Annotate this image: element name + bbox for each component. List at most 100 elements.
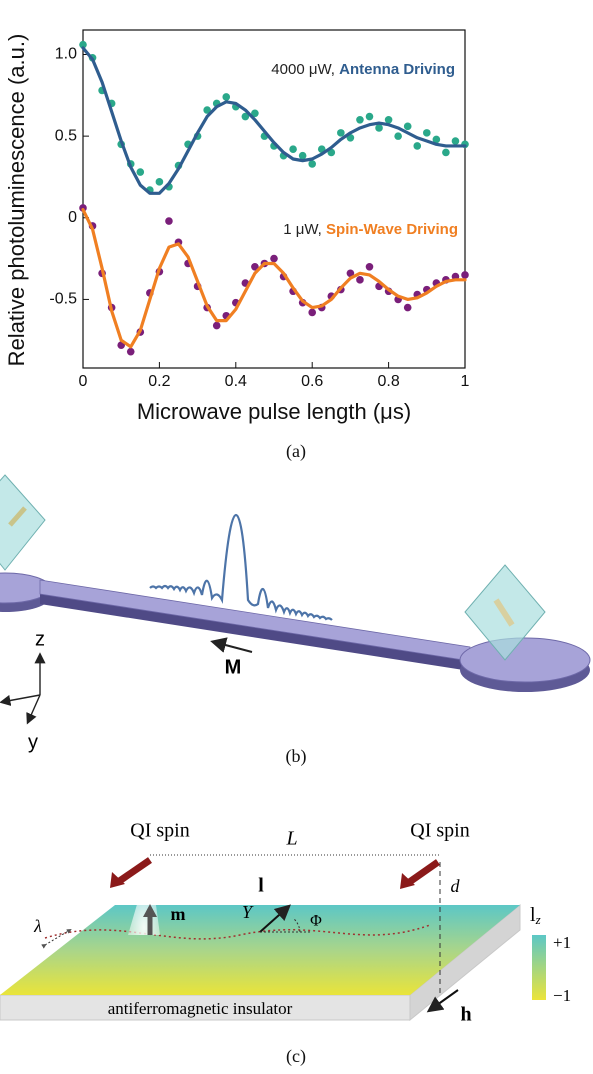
- colorbar-tick: −1: [553, 986, 571, 1005]
- data-point: [212, 321, 221, 330]
- data-point: [251, 262, 259, 271]
- data-point: [222, 93, 231, 101]
- spin-arrowhead: [110, 872, 125, 888]
- x-tick-label: 0.6: [301, 373, 323, 390]
- moment-arrowhead: [143, 904, 157, 917]
- y-tick-label: 0.5: [55, 127, 77, 144]
- data-point: [356, 276, 364, 284]
- order-arrow: [259, 904, 291, 933]
- x-axis-label: Microwave pulse length (μs): [137, 399, 411, 424]
- data-point: [241, 112, 250, 121]
- pad: [459, 637, 591, 683]
- data-point: [356, 116, 364, 124]
- m-arrow: [210, 637, 253, 653]
- wavelength-arrow: [41, 928, 72, 949]
- order-label: l: [258, 875, 264, 897]
- angle-label: Y: [242, 902, 254, 922]
- spin-arrowhead: [400, 873, 415, 889]
- colorbar-title-main: l: [530, 904, 536, 926]
- data-point: [432, 135, 441, 144]
- x-tick-label: 1: [461, 373, 470, 390]
- spin-arrow: [493, 598, 515, 627]
- panel-label: (b): [286, 746, 307, 767]
- annotation-emphasis: Antenna Driving: [339, 61, 455, 78]
- data-point: [442, 148, 450, 157]
- y-axis-label: Relative photoluminescence (a.u.): [4, 34, 29, 367]
- spin-label: QI spin: [410, 820, 469, 842]
- data-point: [270, 254, 278, 263]
- colorbar-tick: +1: [553, 933, 571, 952]
- spin-wave: [149, 513, 333, 621]
- moment-label: m: [171, 904, 186, 924]
- colorbar: [532, 935, 546, 1000]
- field-arrow: [426, 989, 459, 1013]
- annotation-text: 1 μW,: [283, 221, 322, 238]
- y-tick-label: 0: [68, 209, 77, 226]
- y-tick-label: 1.0: [55, 46, 77, 63]
- chart-a: 4000 μW, Antenna Driving 1 μW, Spin-Wave…: [4, 29, 470, 424]
- fit-line: [81, 46, 467, 195]
- strip-side: [40, 594, 470, 671]
- data-point: [423, 129, 431, 137]
- height-label: d: [451, 876, 461, 896]
- data-point: [403, 303, 412, 312]
- colorbar-title-sub: z: [535, 912, 541, 927]
- spin-label: QI spin: [130, 820, 189, 842]
- spin-arrow: [8, 506, 27, 527]
- panel-label: (a): [286, 441, 306, 462]
- axis-arrow: [0, 694, 41, 706]
- spin-wave-diagram: M z y: [0, 474, 591, 753]
- axis-arrow: [26, 694, 41, 725]
- angle-arc: [292, 917, 301, 933]
- data-point: [337, 129, 345, 137]
- slab-top: [0, 905, 520, 995]
- colorbar-title: lz: [530, 904, 541, 927]
- data-point: [251, 109, 259, 118]
- data-point: [403, 122, 412, 131]
- annotation-text: 4000 μW,: [271, 61, 335, 78]
- x-tick-label: 0.4: [225, 373, 247, 390]
- annotation-emphasis: Spin-Wave Driving: [326, 221, 458, 238]
- data-point: [298, 151, 307, 160]
- data-point: [308, 160, 317, 168]
- field-label: h: [460, 1004, 471, 1026]
- fit-line: [81, 208, 467, 349]
- data-point: [126, 347, 135, 356]
- data-point: [165, 217, 173, 225]
- x-tick-label: 0.2: [148, 373, 170, 390]
- data-point: [461, 271, 469, 279]
- slab-side: [409, 903, 521, 1022]
- annotation: 4000 μW, Antenna Driving: [271, 61, 455, 78]
- data-point: [394, 132, 402, 140]
- strip: [39, 579, 471, 662]
- plot-frame: [82, 29, 466, 369]
- x-tick-label: 0.8: [377, 373, 399, 390]
- data-point: [365, 262, 374, 271]
- data-point: [289, 145, 297, 153]
- axis-label: y: [28, 731, 38, 753]
- data-point: [203, 106, 211, 114]
- data-point: [346, 269, 355, 278]
- wavelength-label: λ: [33, 916, 42, 936]
- panel-label: (c): [286, 1046, 306, 1067]
- angle-label: Φ: [310, 913, 322, 930]
- data-point: [384, 116, 393, 124]
- data-point: [308, 308, 317, 317]
- octahedron: [0, 474, 46, 571]
- axis-label: z: [35, 628, 45, 650]
- afm-diagram: QI spin QI spin L d m l Y Φ λ antiferrom…: [0, 820, 571, 1026]
- magnetization-label: M: [225, 656, 242, 678]
- data-point: [365, 112, 374, 121]
- y-tick-label: -0.5: [49, 291, 77, 308]
- material-label: antiferromagnetic insulator: [108, 999, 293, 1018]
- data-point: [136, 168, 145, 176]
- distance-label: L: [285, 828, 297, 850]
- x-tick-label: 0: [79, 373, 88, 390]
- data-point: [413, 142, 422, 150]
- data-point: [79, 40, 87, 49]
- domain-wall: [44, 924, 431, 940]
- spin-arrow: [405, 859, 441, 886]
- data-point: [375, 124, 383, 132]
